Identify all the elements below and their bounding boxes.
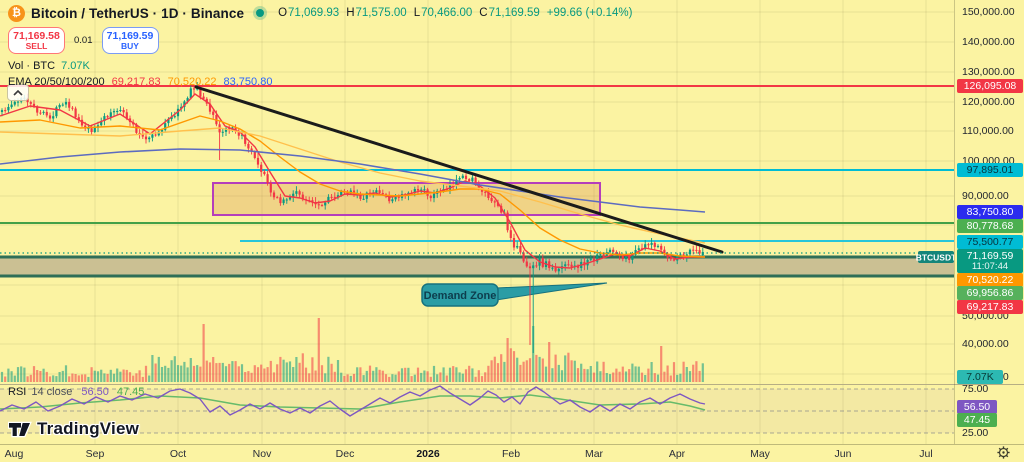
rsi-name: RSI bbox=[8, 386, 27, 398]
open-value: 71,069.93 bbox=[288, 7, 340, 19]
close-value: 71,169.59 bbox=[488, 7, 540, 19]
time-axis-label: Feb bbox=[501, 448, 521, 460]
volume-bars bbox=[0, 318, 704, 382]
price-axis-badge: 70,520.22 bbox=[957, 273, 1023, 287]
settings-gear-button[interactable] bbox=[997, 446, 1010, 462]
rsi-params: 14 close bbox=[31, 386, 73, 398]
rsi-ma-value: 47.45 bbox=[116, 386, 145, 398]
candlestick-series bbox=[0, 82, 704, 353]
time-axis-label: Sep bbox=[85, 448, 105, 460]
ema-label: EMA 20/50/100/200 bbox=[8, 76, 105, 88]
time-axis-label: Oct bbox=[169, 448, 187, 460]
sell-price: 71,169.58 bbox=[13, 29, 60, 42]
change-value: +99.66 (+0.14%) bbox=[546, 7, 633, 19]
time-axis-label: Mar bbox=[584, 448, 604, 460]
time-axis-label: Dec bbox=[335, 448, 355, 460]
ema20-value: 69,217.83 bbox=[111, 76, 161, 88]
time-axis[interactable]: Aug Sep Oct Nov Dec 2026 Feb Mar Apr May Jun Jul bbox=[0, 444, 1024, 462]
chevron-up-icon bbox=[13, 89, 23, 96]
spread-value: 0.01 bbox=[74, 35, 93, 46]
price-axis-badge: 126,095.08 bbox=[957, 79, 1023, 93]
price-axis[interactable]: 150,000.00 140,000.00 130,000.00 120,000.00… bbox=[954, 0, 1024, 444]
ema50-value: 70,520.22 bbox=[167, 76, 217, 88]
rsi-level-lines bbox=[0, 388, 954, 434]
ema-indicator-row[interactable]: EMA 20/50/100/200 69,217.83 70,520.22 83,75… bbox=[8, 76, 632, 88]
time-axis-label: Jun bbox=[834, 448, 852, 460]
buy-price: 71,169.59 bbox=[106, 29, 154, 42]
volume-label: Vol · BTC bbox=[8, 60, 56, 72]
collapse-pane-button[interactable] bbox=[7, 84, 29, 101]
time-axis-label: 2026 bbox=[416, 448, 440, 460]
ema-100-line[interactable] bbox=[0, 127, 706, 244]
ohlc-values: O71,069.93 H71,575.00 L70,466.00 C71,169… bbox=[278, 7, 633, 19]
price-axis-badge: 97,895.01 bbox=[957, 163, 1023, 177]
tradingview-mark-icon bbox=[8, 421, 32, 437]
rsi-value: 56.50 bbox=[81, 386, 109, 398]
volume-value: 7.07K bbox=[61, 60, 90, 72]
price-axis-label: 150,000.00 bbox=[962, 6, 1015, 18]
sell-button[interactable]: 71,169.58 SELL bbox=[8, 27, 65, 54]
market-status-icon[interactable] bbox=[256, 9, 265, 17]
chart-pane[interactable]: Demand Zone BTCUSDT bbox=[0, 0, 954, 444]
price-axis-label: 40,000.00 bbox=[962, 338, 1009, 350]
bitcoin-icon: ₿ bbox=[8, 4, 25, 22]
symbol-title[interactable]: Bitcoin / TetherUS · 1D · Binance bbox=[31, 5, 245, 21]
chart-legend: ₿ Bitcoin / TetherUS · 1D · Binance O71,… bbox=[8, 4, 632, 88]
svg-text:BTCUSDT: BTCUSDT bbox=[916, 253, 954, 263]
symbol-price-marker: BTCUSDT bbox=[916, 251, 954, 263]
price-axis-label: 110,000.00 bbox=[962, 125, 1014, 137]
buy-label: BUY bbox=[121, 40, 139, 51]
high-value: 71,575.00 bbox=[355, 7, 407, 19]
price-band-drawing[interactable] bbox=[0, 255, 954, 278]
rsi-line[interactable] bbox=[0, 385, 706, 417]
pane-separator[interactable] bbox=[0, 384, 1024, 385]
low-value: 70,466.00 bbox=[421, 7, 473, 19]
price-axis-label: 25.00 bbox=[962, 427, 989, 439]
tradingview-logo-text: TradingView bbox=[37, 419, 140, 438]
price-axis-badge: 69,217.83 bbox=[957, 300, 1023, 314]
time-axis-label: Apr bbox=[668, 448, 686, 460]
price-axis-badge: 80,778.68 bbox=[957, 219, 1023, 233]
time-axis-label: Aug bbox=[4, 448, 24, 460]
price-axis-label: 140,000.00 bbox=[962, 36, 1015, 48]
time-axis-label: May bbox=[750, 448, 770, 460]
price-axis-badge: 69,956.86 bbox=[957, 286, 1023, 300]
price-axis-badge: 7.07K bbox=[957, 370, 1003, 384]
sell-label: SELL bbox=[25, 40, 48, 51]
demand-zone-callout[interactable]: Demand Zone bbox=[421, 282, 608, 307]
ema200-value: 83,750.80 bbox=[223, 76, 273, 88]
svg-text:Demand Zone: Demand Zone bbox=[424, 290, 497, 302]
rsi-indicator-row[interactable]: RSI 14 close 56.50 47.45 bbox=[8, 386, 144, 398]
price-axis-badge: 56.50 bbox=[957, 400, 997, 414]
price-axis-label: 130,000.00 bbox=[962, 66, 1015, 78]
time-axis-label: Jul bbox=[919, 448, 933, 460]
price-axis-label: 90,000.00 bbox=[962, 190, 1009, 202]
tradingview-logo[interactable]: TradingView bbox=[8, 419, 139, 439]
price-axis-badge: 75,500.77 bbox=[957, 235, 1023, 249]
buy-button[interactable]: 71,169.59 BUY bbox=[101, 27, 159, 54]
ema-50-line[interactable] bbox=[0, 115, 706, 258]
ema-200-line[interactable] bbox=[0, 148, 706, 213]
price-axis-label: 75.00 bbox=[962, 383, 989, 395]
grid-lines bbox=[0, 0, 954, 444]
price-axis-badge: 83,750.80 bbox=[957, 205, 1023, 219]
price-axis-badge: 47.45 bbox=[957, 413, 997, 427]
trendline-drawing[interactable] bbox=[194, 85, 724, 254]
price-axis-label: 120,000.00 bbox=[962, 96, 1015, 108]
gear-icon bbox=[997, 446, 1010, 459]
time-axis-label: Nov bbox=[252, 448, 272, 460]
consolidation-box-drawing[interactable] bbox=[212, 182, 601, 216]
volume-indicator-row[interactable]: Vol · BTC 7.07K bbox=[8, 60, 632, 72]
price-axis-badge: 71,169.59 11:07:44 bbox=[957, 249, 1023, 273]
